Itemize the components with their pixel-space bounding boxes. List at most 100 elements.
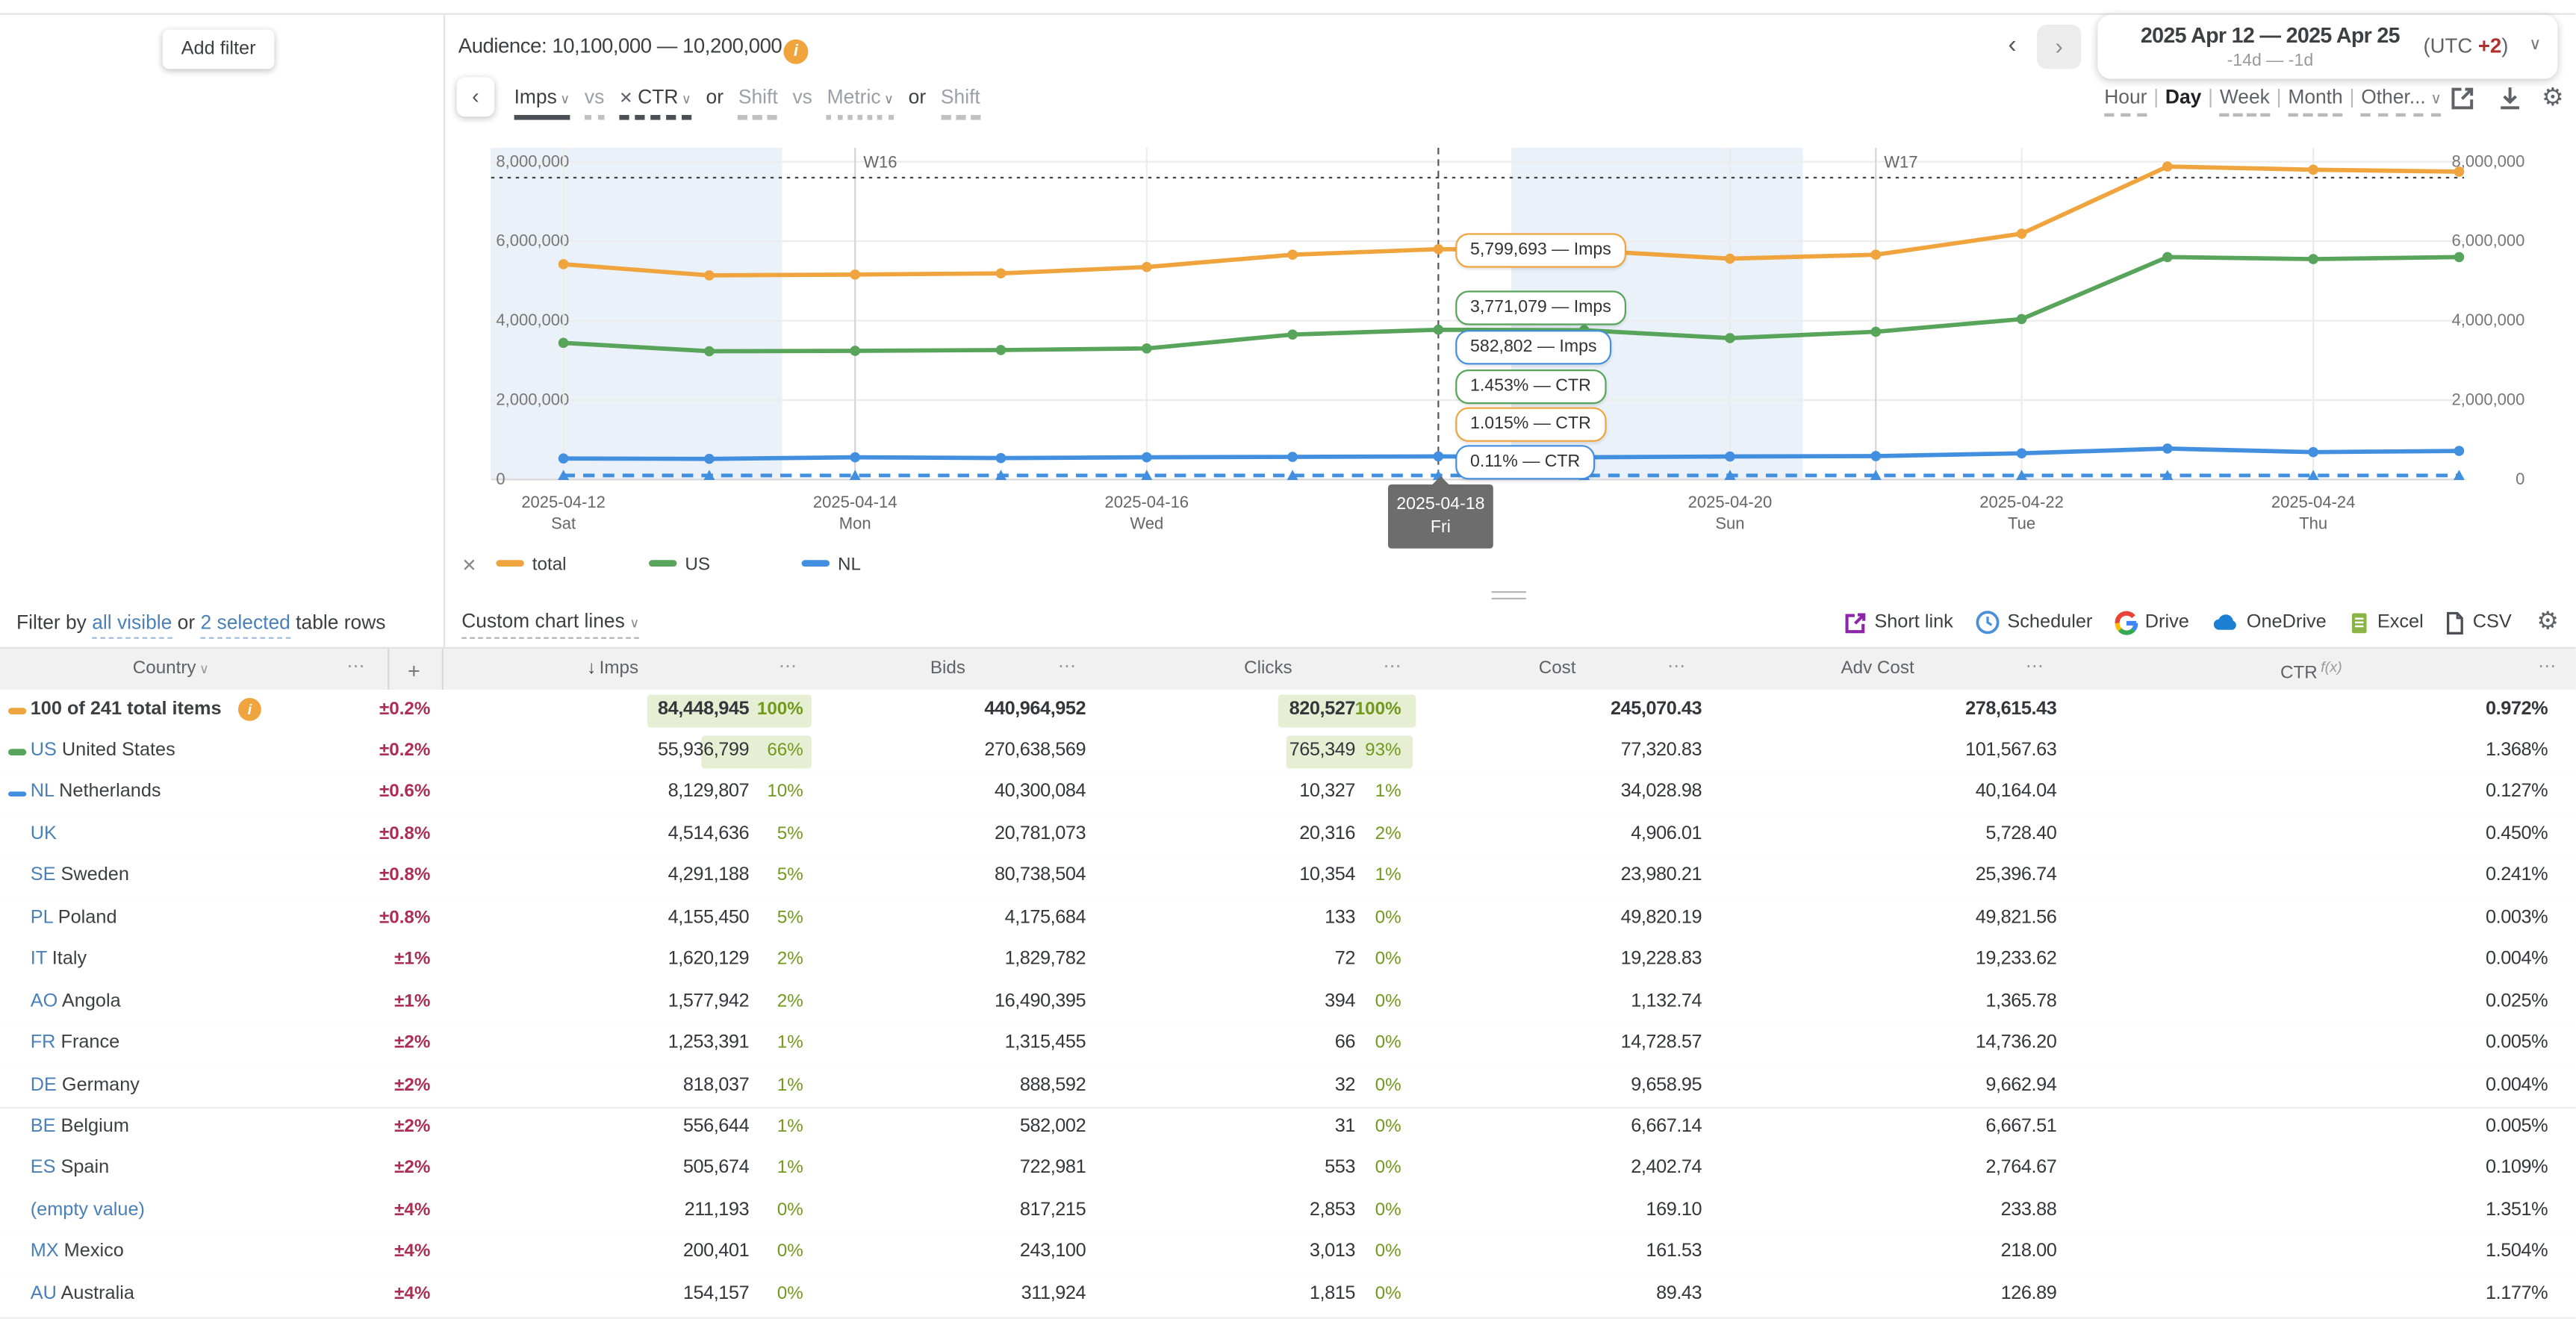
column-header-country[interactable]: Country∨ [133, 658, 209, 678]
chart-resize-handle[interactable] [1492, 591, 1526, 599]
onedrive-button[interactable]: OneDrive [2210, 611, 2326, 634]
country-cell[interactable]: UK [31, 824, 57, 844]
country-code-link[interactable]: AO [31, 991, 58, 1011]
country-code-link[interactable]: PL [31, 908, 53, 927]
column-header-imps[interactable]: ↓Imps [587, 658, 638, 678]
column-menu-icon[interactable]: ⋯ [2026, 655, 2045, 677]
granularity-month[interactable]: Month [2288, 85, 2342, 116]
download-icon[interactable] [2495, 84, 2525, 113]
country-cell[interactable]: PL Poland [31, 908, 117, 927]
column-menu-icon[interactable]: ⋯ [779, 655, 798, 677]
vs-toggle[interactable]: vs [585, 85, 604, 119]
legend-item-total[interactable]: total [496, 555, 566, 575]
legend-item-US[interactable]: US [649, 555, 710, 575]
table-row[interactable]: AO Angola±1%1,577,9422%16,490,3953940%1,… [0, 982, 2576, 1026]
filter-selected-link[interactable]: 2 selected [201, 611, 290, 638]
gear-icon[interactable]: ⚙ [2538, 84, 2568, 113]
cost-value: 169.10 [1646, 1200, 1702, 1220]
scheduler-button[interactable]: Scheduler [1974, 609, 2092, 635]
metric-ctr-selector[interactable]: ✕CTR∨ [619, 85, 691, 119]
table-row[interactable]: BE Belgium±2%556,6441%582,002310%6,667.1… [0, 1108, 2576, 1151]
table-row[interactable]: MX Mexico±4%200,4010%243,1003,0130%161.5… [0, 1233, 2576, 1276]
table-row[interactable]: FR France±2%1,253,3911%1,315,455660%14,7… [0, 1024, 2576, 1067]
country-cell[interactable]: AU Australia [31, 1284, 134, 1303]
country-cell[interactable]: IT Italy [31, 950, 87, 969]
column-header-ctr[interactable]: CTRf(x) [2280, 658, 2342, 683]
csv-button[interactable]: CSV [2445, 610, 2511, 634]
country-code-link[interactable]: FR [31, 1033, 56, 1053]
country-code-link[interactable]: US [31, 740, 57, 760]
column-menu-icon[interactable]: ⋯ [2538, 655, 2557, 677]
country-cell[interactable]: MX Mexico [31, 1242, 124, 1262]
country-code-link[interactable]: SE [31, 866, 56, 885]
audience-info-icon[interactable]: i [783, 34, 808, 64]
drive-button[interactable]: Drive [2114, 610, 2189, 634]
shift-toggle-2[interactable]: Shift [941, 85, 980, 119]
country-cell[interactable]: DE Germany [31, 1075, 140, 1094]
legend-item-NL[interactable]: NL [802, 555, 861, 575]
excel-button[interactable]: Excel [2348, 610, 2423, 634]
date-next-icon[interactable]: › [2037, 25, 2081, 69]
country-cell[interactable]: NL Netherlands [31, 782, 161, 802]
column-menu-icon[interactable]: ⋯ [1383, 655, 1402, 677]
granularity-day[interactable]: Day [2165, 85, 2201, 113]
country-code-link[interactable]: MX [31, 1242, 59, 1262]
table-row[interactable]: IT Italy±1%1,620,1292%1,829,782720%19,22… [0, 941, 2576, 984]
granularity-hour[interactable]: Hour [2104, 85, 2147, 116]
country-cell[interactable]: (empty value) [31, 1200, 145, 1220]
table-row[interactable]: 100 of 241 total itemsi±0.2%84,448,94510… [0, 690, 2576, 733]
country-cell[interactable]: ES Spain [31, 1159, 109, 1178]
table-row[interactable]: AU Australia±4%154,1570%311,9241,8150%89… [0, 1275, 2576, 1318]
granularity-other[interactable]: Other...∨ [2361, 85, 2442, 116]
custom-chart-lines-button[interactable]: Custom chart lines∨ [461, 609, 639, 639]
metric-placeholder-selector[interactable]: Metric∨ [827, 85, 894, 119]
add-filter-button[interactable]: Add filter [163, 30, 275, 69]
row-info-icon[interactable]: i [238, 698, 261, 721]
country-code-link[interactable]: DE [31, 1075, 57, 1094]
column-header-cost[interactable]: Cost [1539, 658, 1576, 678]
column-header-clicks[interactable]: Clicks [1244, 658, 1292, 678]
country-code-link[interactable]: AU [31, 1284, 57, 1303]
country-cell[interactable]: FR France [31, 1033, 120, 1053]
chart-back-button[interactable]: ‹ [457, 77, 495, 116]
metric-imps-selector[interactable]: Imps∨ [514, 85, 570, 119]
series-color-dash [8, 791, 26, 797]
open-in-new-icon[interactable] [2448, 84, 2477, 113]
country-code-link[interactable]: NL [31, 782, 54, 802]
column-header-adv-cost[interactable]: Adv Cost [1841, 658, 1914, 678]
country-cell[interactable]: AO Angola [31, 991, 121, 1011]
country-code-link[interactable]: UK [31, 824, 57, 844]
column-menu-icon[interactable]: ⋯ [346, 655, 366, 677]
metric-controls: Imps∨ vs ✕CTR∨ or Shift vs Metric∨ or Sh… [514, 85, 980, 119]
table-gear-icon[interactable]: ⚙ [2533, 608, 2563, 637]
date-range-picker[interactable]: 2025 Apr 12 — 2025 Apr 25 -14d — -1d (UT… [2097, 15, 2557, 79]
table-row[interactable]: US United States±0.2%55,936,79966%270,63… [0, 732, 2576, 775]
country-code-link[interactable]: (empty value) [31, 1200, 145, 1220]
country-name: France [55, 1033, 119, 1053]
add-column-button[interactable]: + [408, 658, 420, 683]
table-row[interactable]: PL Poland±0.8%4,155,4505%4,175,6841330%4… [0, 899, 2576, 942]
table-row[interactable]: NL Netherlands±0.6%8,129,80710%40,300,08… [0, 773, 2576, 817]
column-header-bids[interactable]: Bids [930, 658, 965, 678]
country-code-link[interactable]: ES [31, 1159, 56, 1178]
granularity-week[interactable]: Week [2220, 85, 2270, 116]
shift-toggle-1[interactable]: Shift [738, 85, 778, 119]
chart-value-tooltip: 3,771,079 — Imps [1455, 290, 1625, 325]
table-row[interactable]: SE Sweden±0.8%4,291,1885%80,738,50410,35… [0, 857, 2576, 900]
column-menu-icon[interactable]: ⋯ [1058, 655, 1077, 677]
legend-close-icon[interactable]: ✕ [461, 555, 476, 577]
country-code-link[interactable]: IT [31, 950, 47, 969]
column-menu-icon[interactable]: ⋯ [1667, 655, 1687, 677]
country-code-link[interactable]: BE [31, 1117, 56, 1136]
country-cell[interactable]: US United States [31, 740, 175, 760]
table-row[interactable]: ES Spain±2%505,6741%722,9815530%2,402.74… [0, 1150, 2576, 1193]
table-row[interactable]: (empty value)±4%211,1930%817,2152,8530%1… [0, 1191, 2576, 1235]
filter-all-visible-link[interactable]: all visible [92, 611, 172, 638]
country-cell[interactable]: SE Sweden [31, 866, 129, 885]
country-cell[interactable]: BE Belgium [31, 1117, 129, 1136]
country-cell[interactable]: 100 of 241 total items [31, 699, 222, 718]
short-link-button[interactable]: Short link [1844, 610, 1953, 634]
table-row[interactable]: DE Germany±2%818,0371%888,592320%9,658.9… [0, 1066, 2576, 1109]
table-row[interactable]: UK±0.8%4,514,6365%20,781,07320,3162%4,90… [0, 815, 2576, 858]
date-prev-icon[interactable]: ‹ [1997, 25, 2027, 67]
